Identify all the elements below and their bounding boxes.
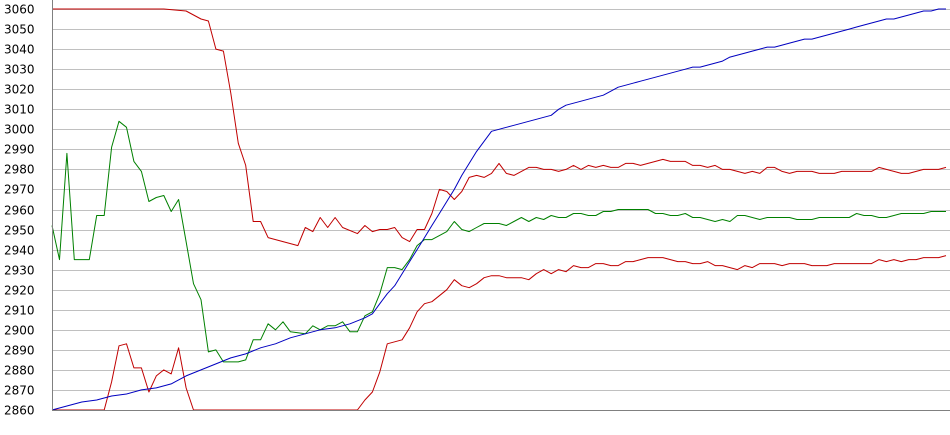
y-tick-label: 2970 (4, 183, 35, 197)
y-tick-label: 2880 (4, 364, 35, 378)
y-tick-label: 2890 (4, 344, 35, 358)
y-tick-label: 3040 (4, 43, 35, 57)
y-tick-label: 2940 (4, 244, 35, 258)
y-tick-label: 2960 (4, 204, 35, 218)
series-line-3 (52, 255, 947, 411)
series-line-4 (51, 8, 946, 411)
series-line-2 (51, 120, 946, 363)
y-tick-label: 2860 (4, 404, 35, 418)
y-tick-label: 2870 (4, 384, 35, 398)
y-tick-label: 3000 (4, 123, 35, 137)
y-tick-label: 2900 (4, 324, 35, 338)
y-tick-label: 3010 (4, 103, 35, 117)
series-line-1 (52, 8, 947, 247)
y-tick-label: 2980 (4, 163, 35, 177)
y-tick-label: 2990 (4, 143, 35, 157)
grid (52, 9, 950, 411)
y-axis-ticks: 3060 3050 3040 3030 3020 3010 3000 2990 2980 2970… (4, 3, 35, 418)
y-tick-label: 3050 (4, 23, 35, 37)
y-tick-label: 2910 (4, 304, 35, 318)
y-tick-label: 2930 (4, 264, 35, 278)
y-tick-label: 2950 (4, 224, 35, 238)
y-tick-label: 3020 (4, 83, 35, 97)
y-tick-label: 3030 (4, 63, 35, 77)
y-tick-label: 2920 (4, 284, 35, 298)
y-tick-label: 3060 (4, 3, 35, 17)
